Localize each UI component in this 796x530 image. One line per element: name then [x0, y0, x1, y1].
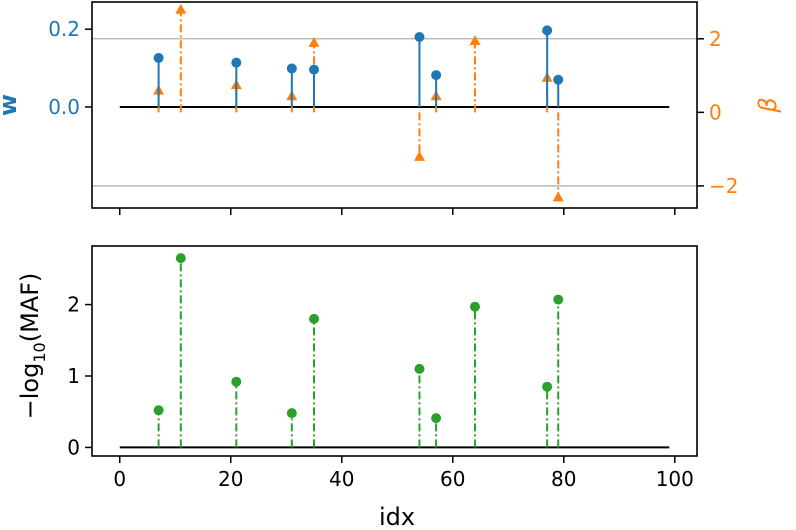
bottom-y-axis-label: −log10(MAF): [16, 273, 49, 420]
bottom-plot-frame: [91, 245, 698, 457]
bottom-x-tick-label: 80: [551, 467, 576, 491]
bottom-y-tick-label: 2: [67, 293, 80, 317]
top-left-tick-label: 0.2: [48, 17, 80, 41]
top-right-tick-label: −2: [709, 174, 738, 198]
w-marker: [414, 31, 425, 42]
ylabel-subscript: 10: [30, 342, 49, 362]
ylabel-main: −log: [16, 363, 44, 420]
bottom-y-tick-label: 1: [67, 364, 80, 388]
maf-marker: [414, 363, 425, 374]
top-gridlines: [92, 38, 697, 187]
maf-marker: [431, 413, 442, 424]
w-marker: [286, 63, 297, 74]
beta-marker: [413, 151, 425, 161]
top-left-tick-label: 0.0: [48, 95, 80, 119]
top-y-axis-label-w: w: [0, 94, 22, 116]
w-marker: [231, 57, 242, 68]
top-right-tick-label: 0: [709, 100, 722, 124]
ylabel-suffix: (MAF): [16, 273, 44, 343]
maf-marker: [153, 405, 164, 416]
maf-marker: [309, 313, 320, 324]
top-ticks: 0.0 0.2 −2 0 2: [48, 17, 738, 215]
bottom-x-tick-label: 20: [218, 467, 243, 491]
top-stems: [153, 3, 564, 202]
w-marker: [309, 64, 320, 75]
top-right-tick-label: 2: [709, 27, 722, 51]
bottom-x-tick-label: 60: [440, 467, 465, 491]
top-panel: 0.0 0.2 −2 0 2 w β: [0, 1, 782, 215]
beta-marker: [175, 3, 187, 14]
beta-marker: [552, 191, 564, 202]
maf-marker: [542, 381, 553, 392]
beta-marker: [308, 36, 320, 47]
maf-marker: [175, 253, 186, 264]
bottom-x-tick-label: 40: [329, 467, 354, 491]
x-axis-label: idx: [379, 503, 415, 530]
maf-marker: [286, 408, 297, 419]
maf-marker: [553, 294, 564, 305]
maf-marker: [231, 376, 242, 387]
bottom-stems: [153, 253, 564, 448]
beta-marker: [469, 35, 481, 46]
w-marker: [553, 74, 564, 85]
bottom-x-tick-label: 100: [656, 467, 694, 491]
top-y-axis-label-beta: β: [754, 97, 782, 113]
w-marker: [153, 52, 164, 63]
w-marker: [542, 25, 553, 36]
w-marker: [431, 70, 442, 81]
top-plot-frame: [91, 1, 698, 209]
bottom-x-tick-label: 0: [113, 467, 126, 491]
bottom-y-tick-label: 0: [67, 435, 80, 459]
maf-marker: [469, 301, 480, 312]
